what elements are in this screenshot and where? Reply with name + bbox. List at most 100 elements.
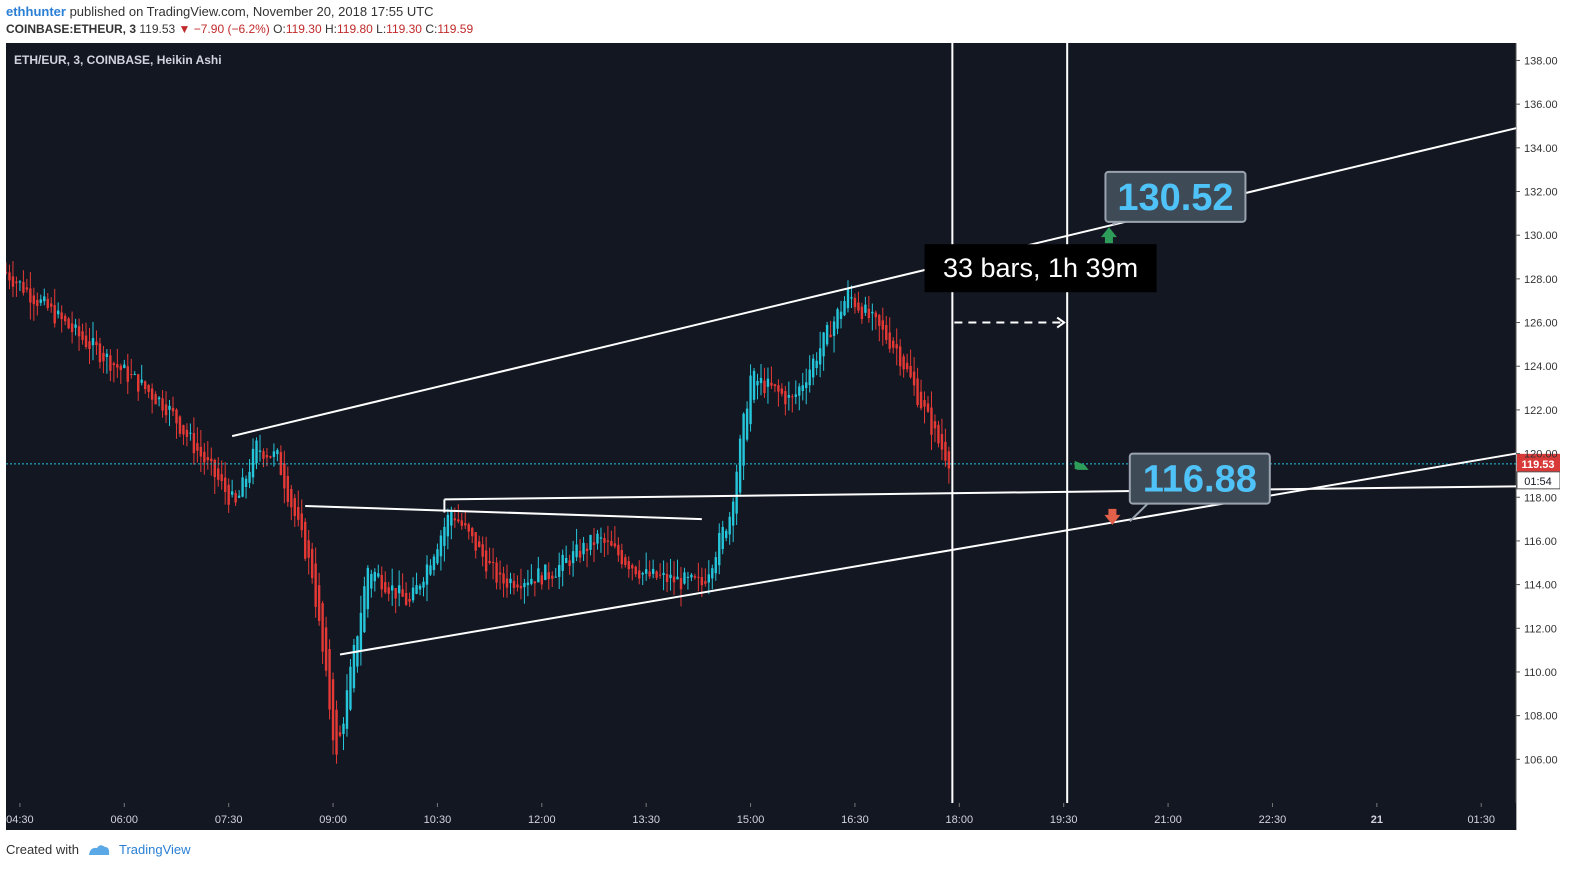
price-chart[interactable]: 33 bars, 1h 39m 130.52 116.88 119.53 01:54 1…	[6, 43, 1560, 831]
candle-body	[140, 379, 143, 383]
candle-body	[74, 324, 77, 328]
candle-body	[436, 549, 439, 564]
candle-body	[150, 388, 154, 400]
candle-body	[105, 353, 109, 358]
last-price-label-box	[1517, 453, 1560, 472]
resistance-line[interactable]	[305, 504, 702, 521]
candle-body	[185, 429, 189, 437]
candle-body	[784, 391, 787, 405]
candle-body	[123, 364, 126, 368]
candle-body	[631, 565, 634, 569]
countdown-label: 01:54	[1524, 476, 1552, 488]
lower-target-box[interactable]	[1128, 452, 1271, 505]
lower-trendline[interactable]	[339, 452, 1517, 656]
candle-body	[373, 571, 377, 582]
x-tick-label: 22:30	[1259, 814, 1287, 826]
candle-body	[255, 440, 258, 464]
candle-body	[36, 299, 39, 306]
candle-body	[596, 533, 599, 544]
candle-body	[860, 306, 864, 320]
candle-body	[304, 521, 307, 559]
candle-body	[822, 332, 825, 357]
candle-body	[32, 295, 36, 305]
author-name[interactable]: ethhunter	[6, 4, 66, 19]
candle-body	[234, 493, 237, 503]
candle-body	[912, 371, 916, 386]
candles-group	[6, 261, 951, 764]
candle-body	[6, 272, 8, 274]
candle-body	[415, 585, 418, 594]
candle-body	[919, 391, 923, 409]
candle-body	[359, 612, 363, 652]
x-tick-label: 12:00	[528, 814, 556, 826]
candle-body	[648, 571, 651, 577]
candle-body	[422, 581, 425, 588]
candle-body	[98, 343, 102, 363]
candle-body	[704, 581, 707, 584]
candle-body	[693, 576, 697, 578]
candle-body	[735, 471, 738, 514]
neckline[interactable]	[444, 485, 1517, 501]
candle-body	[773, 384, 777, 387]
tradingview-brand-link[interactable]: TradingView	[118, 842, 191, 857]
candle-body	[269, 456, 272, 458]
candle-body	[8, 272, 11, 281]
candle-body	[404, 592, 408, 605]
candle-body	[752, 370, 756, 400]
candle-body	[189, 432, 192, 434]
lower-target-value: 116.88	[1143, 459, 1257, 501]
candle-body	[564, 557, 568, 563]
candle-body	[206, 457, 209, 461]
y-tick-label: 120.00	[1524, 449, 1558, 461]
candle-body	[725, 530, 728, 539]
candle-body	[571, 551, 575, 564]
candle-body	[230, 491, 234, 495]
candle-body	[829, 334, 832, 338]
candle-body	[258, 450, 262, 452]
open-value: 119.30	[285, 22, 322, 36]
candle-body	[324, 627, 328, 671]
candle-body	[168, 405, 171, 410]
candle-body	[203, 451, 206, 463]
range-arrow-head-icon	[1056, 316, 1066, 329]
candle-body	[620, 550, 624, 565]
x-tick-label: 18:00	[946, 814, 974, 826]
candle-body	[25, 287, 29, 290]
plot-area[interactable]	[6, 43, 1516, 830]
candle-body	[683, 572, 686, 584]
candle-body	[70, 323, 74, 333]
candle-body	[290, 488, 293, 508]
flag-icon	[1074, 460, 1089, 470]
candle-body	[811, 358, 815, 378]
candle-body	[460, 520, 463, 526]
candle-body	[130, 374, 133, 376]
upper-trendline[interactable]	[231, 127, 1517, 438]
candle-body	[711, 568, 714, 579]
price-axis[interactable]	[1516, 43, 1560, 830]
candle-body	[46, 298, 49, 309]
upper-target-box[interactable]	[1104, 170, 1247, 223]
range-label-box	[924, 244, 1157, 293]
candle-body	[366, 567, 370, 610]
candle-body	[662, 572, 665, 575]
candle-body	[676, 576, 679, 580]
candle-body	[766, 378, 770, 387]
candle-body	[818, 348, 822, 365]
candle-body	[843, 301, 846, 316]
candle-body	[345, 690, 349, 729]
y-tick-label: 128.00	[1524, 274, 1558, 286]
time-axis[interactable]	[6, 803, 1516, 830]
candle-body	[554, 576, 557, 578]
down-arrow-icon	[1104, 508, 1121, 525]
candle-body	[147, 385, 150, 392]
x-ticks-group: 04:30 06:00 07:30 09:00 10:30 12:00 13:30 15:00…	[6, 803, 1495, 826]
candle-body	[916, 378, 919, 405]
candle-body	[617, 544, 620, 556]
candle-body	[119, 365, 123, 371]
candle-body	[547, 572, 550, 580]
candle-body	[885, 324, 888, 340]
candle-body	[825, 324, 829, 345]
candle-body	[488, 560, 491, 564]
candle-body	[338, 732, 342, 736]
candle-body	[839, 311, 843, 319]
